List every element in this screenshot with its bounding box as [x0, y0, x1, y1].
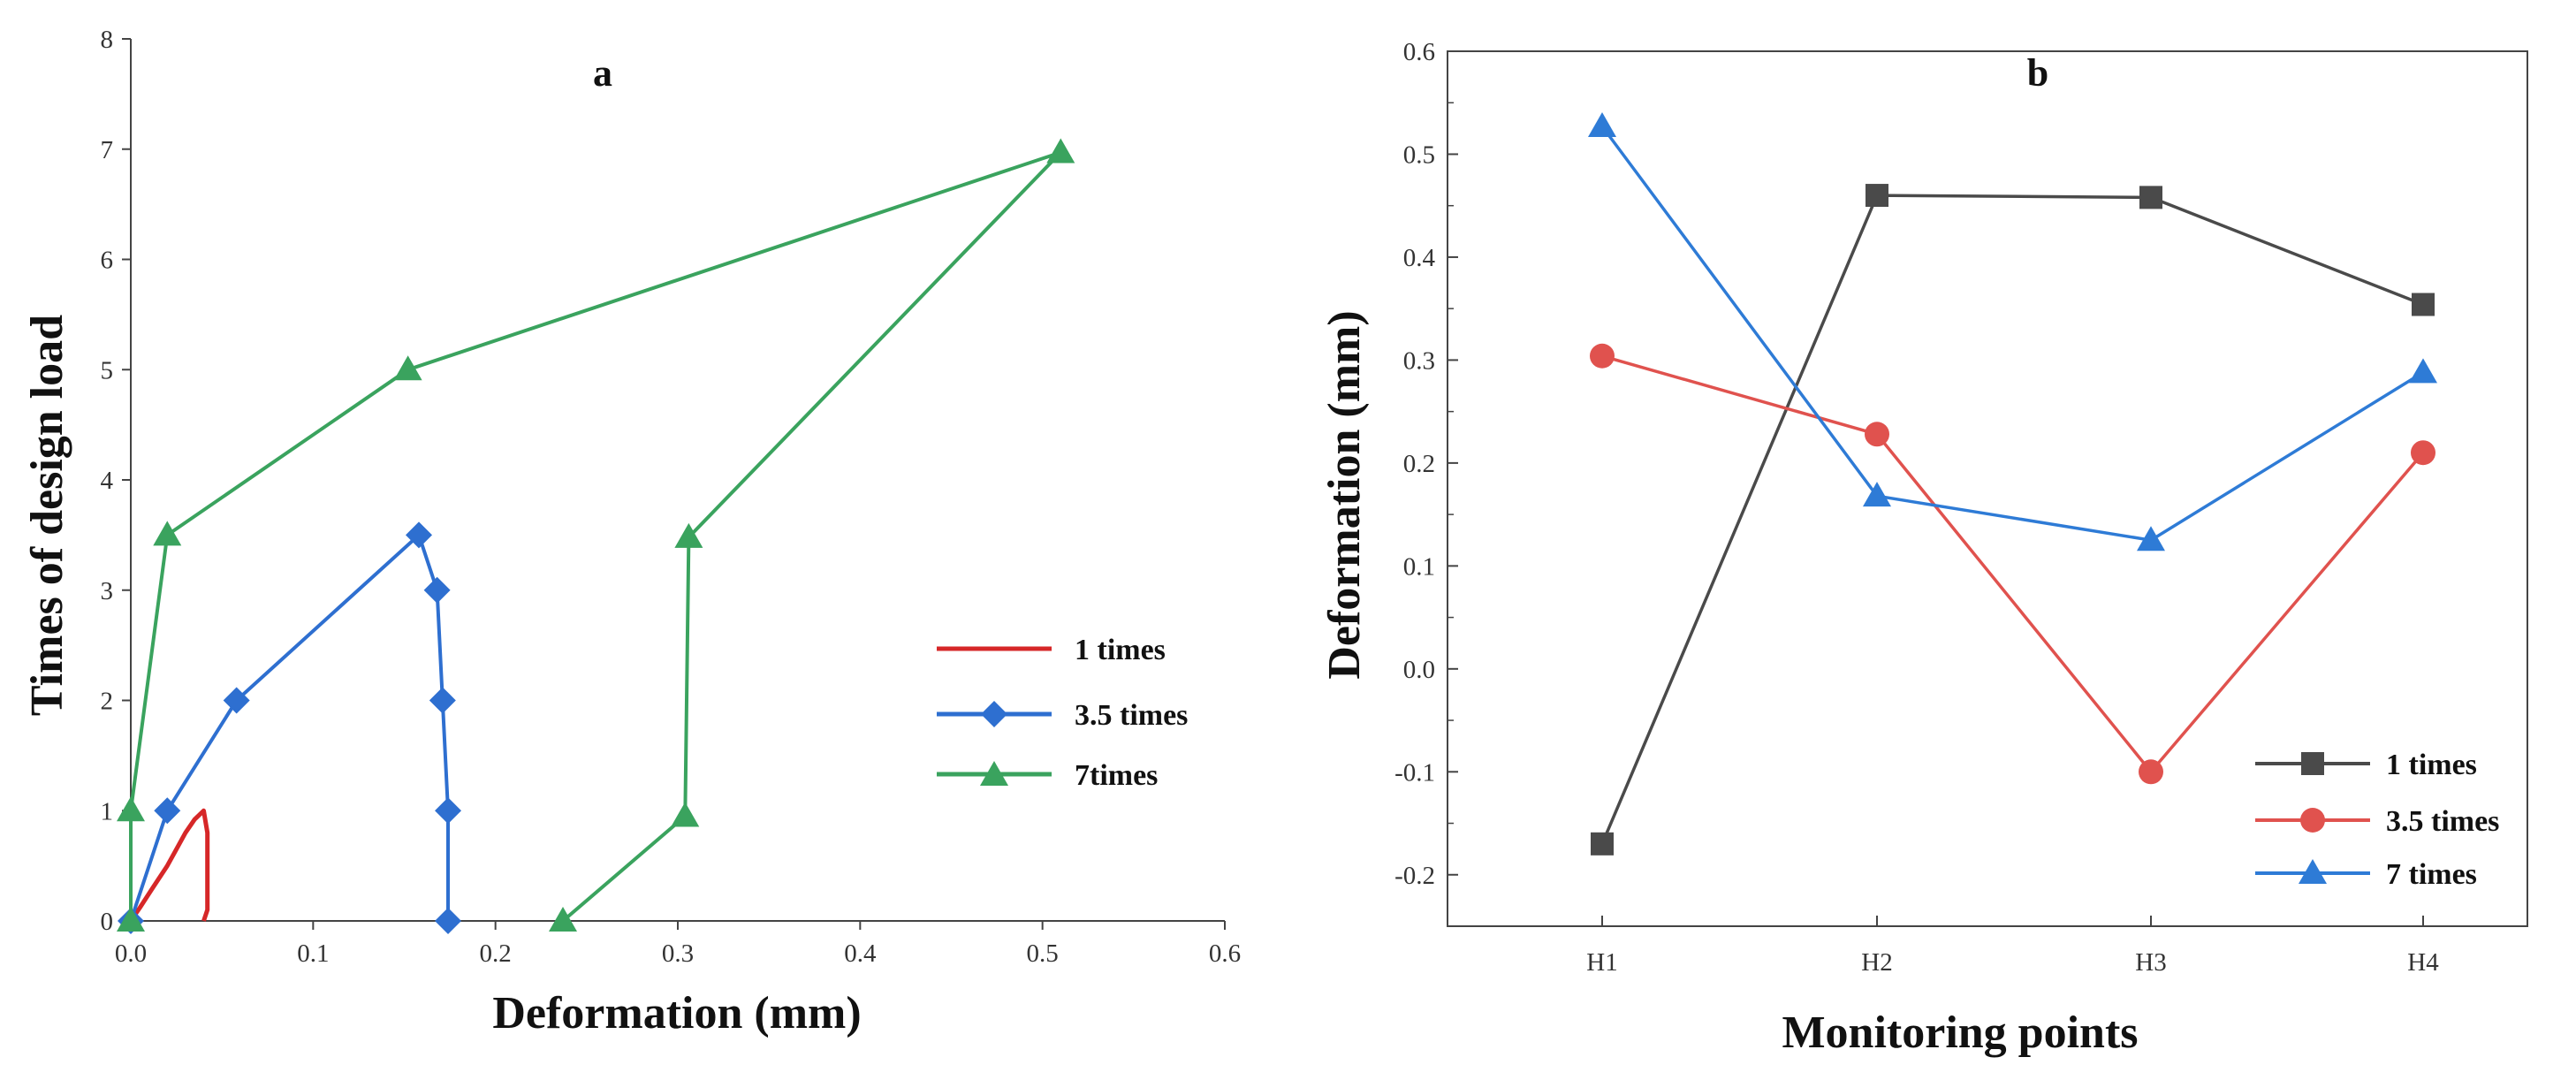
chart-b-series-line-3: [1600, 125, 2424, 542]
legend-label-7times: 7times: [1075, 759, 1158, 792]
chart-b-data-point-1: [1591, 832, 1614, 856]
chart-a-data-point-2: [435, 908, 462, 934]
chart-a-data-point-3: [117, 907, 145, 932]
chart-a-x-tick-label: 0.1: [297, 939, 329, 968]
chart-b-y-tick-label: 0.5: [1403, 141, 1435, 169]
chart-a-title: a: [593, 51, 612, 95]
chart-a-series-line-2: [129, 533, 450, 922]
chart-a-data-point-2: [435, 797, 462, 825]
chart-a-y-tick-label: 6: [101, 247, 114, 275]
chart-b-legend: 1 times 3.5 times 7 times: [2255, 749, 2499, 891]
chart-b-data-point-2: [1590, 343, 1615, 369]
chart-a-axes: [130, 39, 1225, 922]
chart-a-data-point-3: [1046, 138, 1075, 164]
chart-a-ticks: 0.0 0.1 0.2 0.3 0.4 0.5 0.6 0 1 2 3 4 5 6 7 8: [101, 26, 1242, 968]
chart-b-xlabel: Monitoring points: [1782, 1008, 2138, 1058]
chart-a-x-tick-label: 0.5: [1027, 939, 1059, 968]
legend-triangle-marker: [980, 761, 1008, 786]
chart-a-y-tick-label: 4: [101, 467, 114, 495]
chart-b-y-tick-label: 0.3: [1403, 346, 1435, 375]
chart-a-legend: 1 times 3.5 times 7times: [937, 634, 1188, 792]
chart-b-y-tick-label: -0.2: [1394, 862, 1435, 890]
chart-a-y-tick-label: 1: [101, 797, 114, 825]
chart-a-y-tick-label: 0: [101, 908, 114, 936]
chart-a-x-tick-label: 0.0: [115, 939, 147, 968]
chart-a-data-point-2: [406, 521, 433, 549]
chart-a-data-point-2: [154, 797, 181, 825]
legend-triangle-marker-b: [2299, 859, 2327, 884]
chart-a-x-tick-label: 0.4: [844, 939, 877, 968]
chart-b-y-tick-label: 0.4: [1403, 244, 1436, 272]
chart-b-y-tick-label: 0.6: [1403, 38, 1435, 66]
chart-b-axes: [1447, 50, 2528, 927]
chart-b-x-tick-label: H3: [2135, 948, 2166, 977]
chart-b-data-point-2: [1865, 422, 1889, 447]
chart-a-data-point-2: [223, 687, 250, 714]
chart-a-y-tick-label: 2: [101, 688, 114, 716]
legend-label-3-5-times: 3.5 times: [1075, 699, 1188, 732]
chart-b-data-point-3: [1863, 482, 1891, 507]
chart-a-x-tick-label: 0.2: [480, 939, 512, 968]
chart-a-y-tick-label: 3: [101, 577, 114, 605]
chart-a-x-tick-label: 0.3: [662, 939, 694, 968]
legend-label-1-times: 1 times: [1075, 634, 1166, 666]
chart-b-title: b: [2027, 51, 2048, 95]
chart-a-data-point-2: [423, 576, 451, 604]
chart-b-y-tick-label: -0.1: [1394, 758, 1435, 787]
chart-b-series-line-1: [1600, 194, 2424, 845]
chart-b-x-tick-label: H2: [1861, 948, 1892, 977]
chart-a-ylabel: Times of design load: [22, 315, 72, 716]
chart-a-data-point-3: [393, 355, 422, 381]
chart-b-x-tick-label: H4: [2407, 948, 2439, 977]
chart-b: -0.2-0.10.00.10.20.30.40.50.6H1 H2 H3 H4 b …: [1319, 38, 2528, 1058]
chart-b-data-point-2: [2139, 759, 2163, 785]
chart-a-data-point-3: [549, 907, 578, 932]
chart-b-y-tick-label: 0.0: [1403, 656, 1435, 684]
chart-b-ticks: -0.2 -0.1 0.0 0.1 0.2 0.3 0.4 0.5 0.6 H1 H2 H3 H4: [1394, 38, 2439, 977]
chart-a-data-point-3: [671, 802, 700, 827]
chart-b-y-tick-label: 0.2: [1403, 450, 1435, 478]
chart-a-y-tick-label: 5: [101, 356, 114, 384]
legend-diamond-marker: [981, 701, 1007, 727]
chart-a-series: [117, 138, 1075, 934]
chart-b-data-point-3: [2137, 526, 2165, 551]
chart-b-frame: [1447, 50, 2528, 927]
chart-b-data-point-1: [1866, 184, 1888, 208]
chart-a-data-point-3: [674, 522, 703, 548]
legend-label-7-times-b: 7 times: [2386, 858, 2477, 891]
chart-b-data-point-1: [2412, 293, 2435, 316]
chart-b-x-tick-label: H1: [1586, 948, 1617, 977]
chart-b-data-point-3: [2409, 358, 2437, 384]
chart-b-data-point-2: [2411, 440, 2435, 466]
chart-a-data-point-2: [429, 687, 456, 714]
chart-a-x-tick-label: 0.6: [1209, 939, 1241, 968]
legend-label-3-5-times-b: 3.5 times: [2386, 805, 2499, 838]
chart-a-y-tick-label: 7: [101, 136, 114, 164]
chart-b-y-tick-label: 0.1: [1403, 552, 1435, 581]
chart-a: 0.0 0.1 0.2 0.3 0.4 0.5 0.6 0 1 2 3 4 5 6 7 8 a Deforma…: [22, 26, 1241, 1038]
chart-b-data-point-1: [2139, 186, 2162, 209]
chart-b-series: [1588, 112, 2437, 856]
legend-label-1-times-b: 1 times: [2386, 749, 2477, 781]
legend-circle-marker: [2300, 808, 2325, 833]
chart-a-xlabel: Deformation (mm): [492, 988, 861, 1038]
chart-a-data-point-3: [153, 521, 182, 546]
chart-a-y-tick-label: 8: [101, 26, 114, 54]
chart-a-series-line-1: [128, 808, 210, 923]
legend-square-marker: [2301, 752, 2324, 775]
chart-b-ylabel: Deformation (mm): [1319, 310, 1370, 679]
chart-b-data-point-3: [1588, 112, 1616, 138]
chart-a-data-point-3: [117, 796, 145, 822]
chart-b-series-line-2: [1601, 354, 2425, 774]
chart-a-series-line-3: [129, 150, 1063, 923]
